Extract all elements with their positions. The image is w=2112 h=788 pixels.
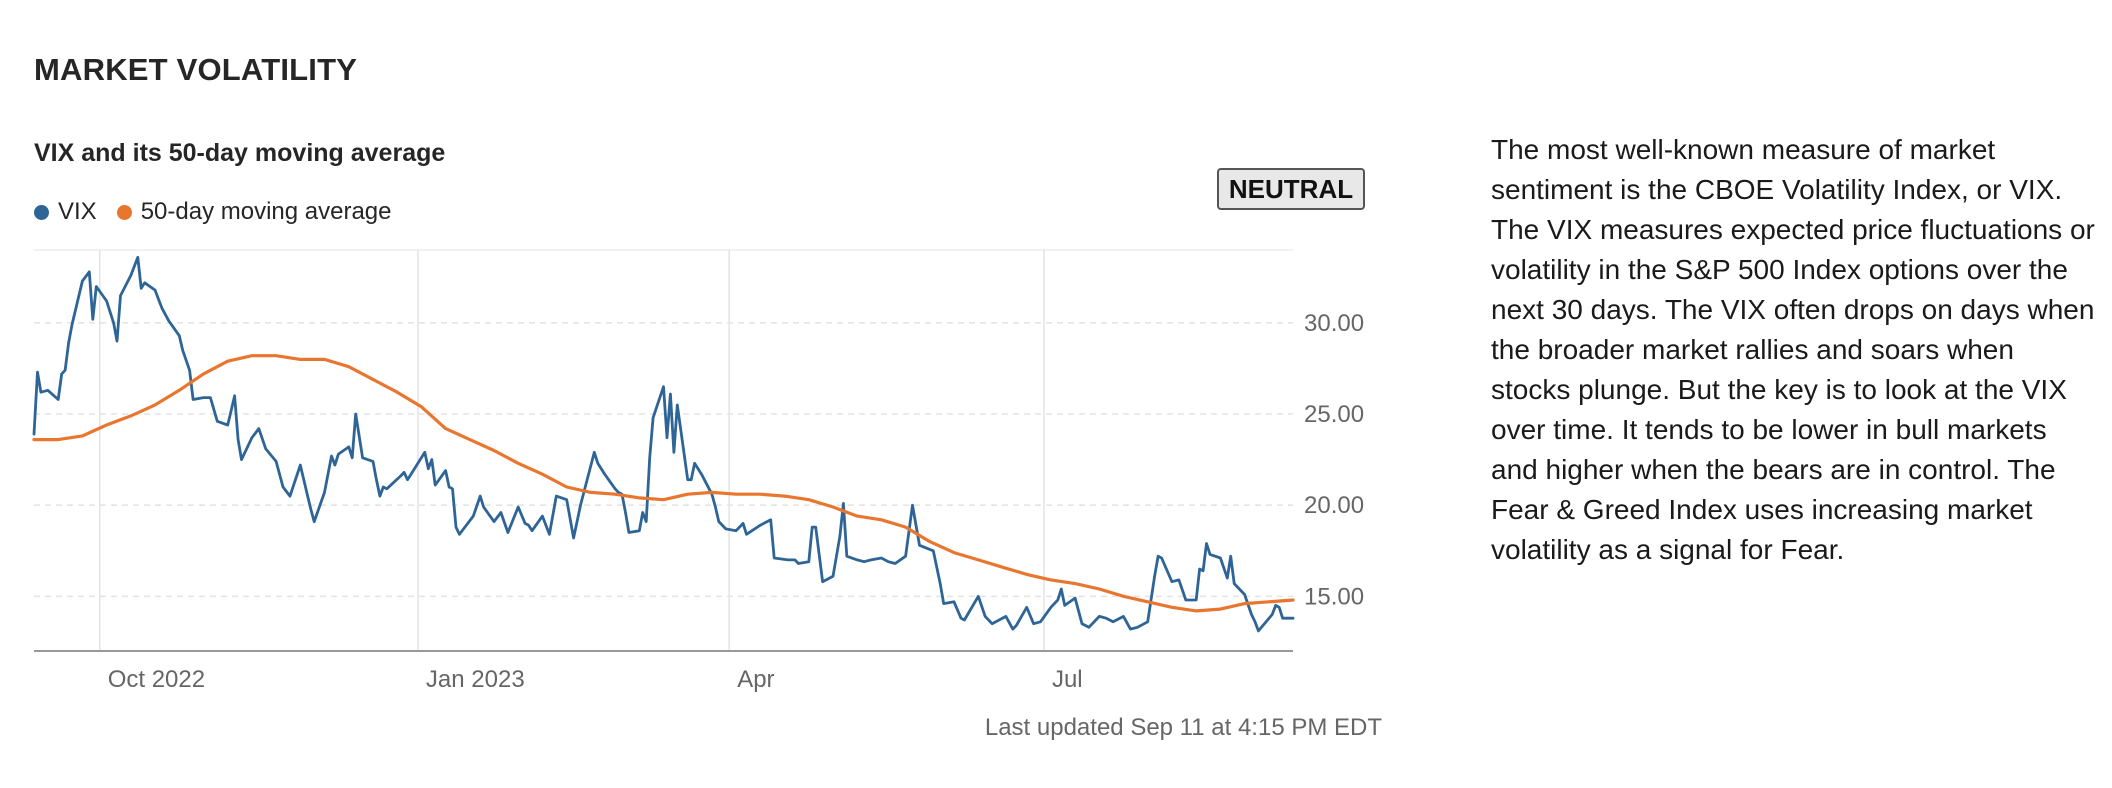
chart-title: VIX and its 50-day moving average bbox=[34, 139, 446, 167]
x-tick-label: Apr bbox=[737, 666, 774, 693]
y-tick-label: 30.00 bbox=[1304, 310, 1364, 337]
moving-average-legend-dot-icon bbox=[116, 204, 132, 220]
section-title: MARKET VOLATILITY bbox=[34, 52, 358, 87]
vix-series-line bbox=[32, 255, 1295, 633]
chart-axes: Oct 2022 Jan 2023 Apr Jul 30.00 25.00 20.00 15.… bbox=[34, 310, 1364, 693]
x-tick-label: Oct 2022 bbox=[108, 666, 205, 693]
chart-legend: VIX 50-day moving average bbox=[34, 198, 412, 226]
moving-average-series-line bbox=[32, 354, 1295, 613]
legend-item-vix[interactable]: VIX bbox=[34, 198, 97, 226]
y-tick-label: 20.00 bbox=[1304, 492, 1364, 519]
legend-label-vix: VIX bbox=[58, 198, 97, 225]
description-text: The most well-known measure of market se… bbox=[1491, 134, 2095, 565]
volatility-chart: Oct 2022 Jan 2023 Apr Jul 30.00 25.00 20.00 15.… bbox=[32, 249, 1364, 693]
x-tick-label: Jul bbox=[1052, 666, 1083, 693]
vix-legend-dot-icon bbox=[34, 204, 49, 220]
last-updated: Last updated Sep 11 at 4:15 PM EDT bbox=[984, 714, 1382, 741]
legend-item-moving-average[interactable]: 50-day moving average bbox=[116, 198, 392, 226]
chart-series bbox=[32, 255, 1295, 633]
x-tick-label: Jan 2023 bbox=[426, 666, 525, 693]
y-tick-label: 15.00 bbox=[1304, 583, 1364, 610]
y-tick-label: 25.00 bbox=[1304, 401, 1364, 428]
status-badge: NEUTRAL bbox=[1217, 168, 1365, 210]
chart-grid bbox=[34, 249, 1293, 651]
legend-label-moving-average: 50-day moving average bbox=[140, 198, 392, 225]
